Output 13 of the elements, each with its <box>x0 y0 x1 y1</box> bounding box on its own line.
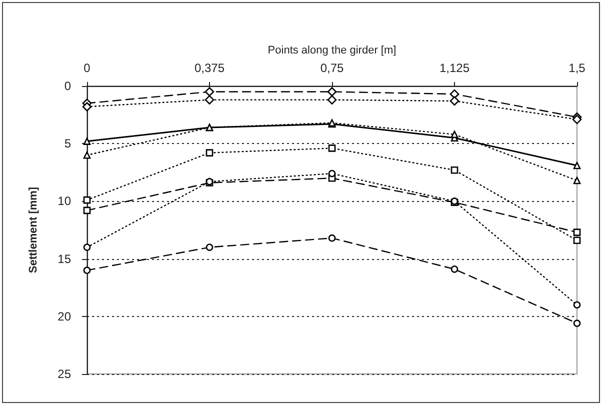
x-tick-label: 0,75 <box>320 61 344 75</box>
y-tick-label: 20 <box>58 309 72 324</box>
y-tick-label: 15 <box>58 252 72 266</box>
x-tick-label: 0 <box>84 61 91 75</box>
y-tick-label: 25 <box>58 367 72 381</box>
y-tick-label: 5 <box>64 136 72 151</box>
y-tick-label: 10 <box>58 194 72 208</box>
x-tick-label: 0,375 <box>194 61 225 75</box>
x-tick-label: 1,5 <box>568 61 586 75</box>
x-tick-label: 1,125 <box>439 61 470 75</box>
y-axis-title: Settlement [mm] <box>28 186 40 274</box>
y-tick-label: 0 <box>64 79 72 93</box>
x-axis-title: Points along the girder [m] <box>268 44 396 56</box>
